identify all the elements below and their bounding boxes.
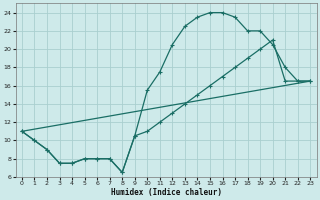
X-axis label: Humidex (Indice chaleur): Humidex (Indice chaleur)	[111, 188, 221, 197]
